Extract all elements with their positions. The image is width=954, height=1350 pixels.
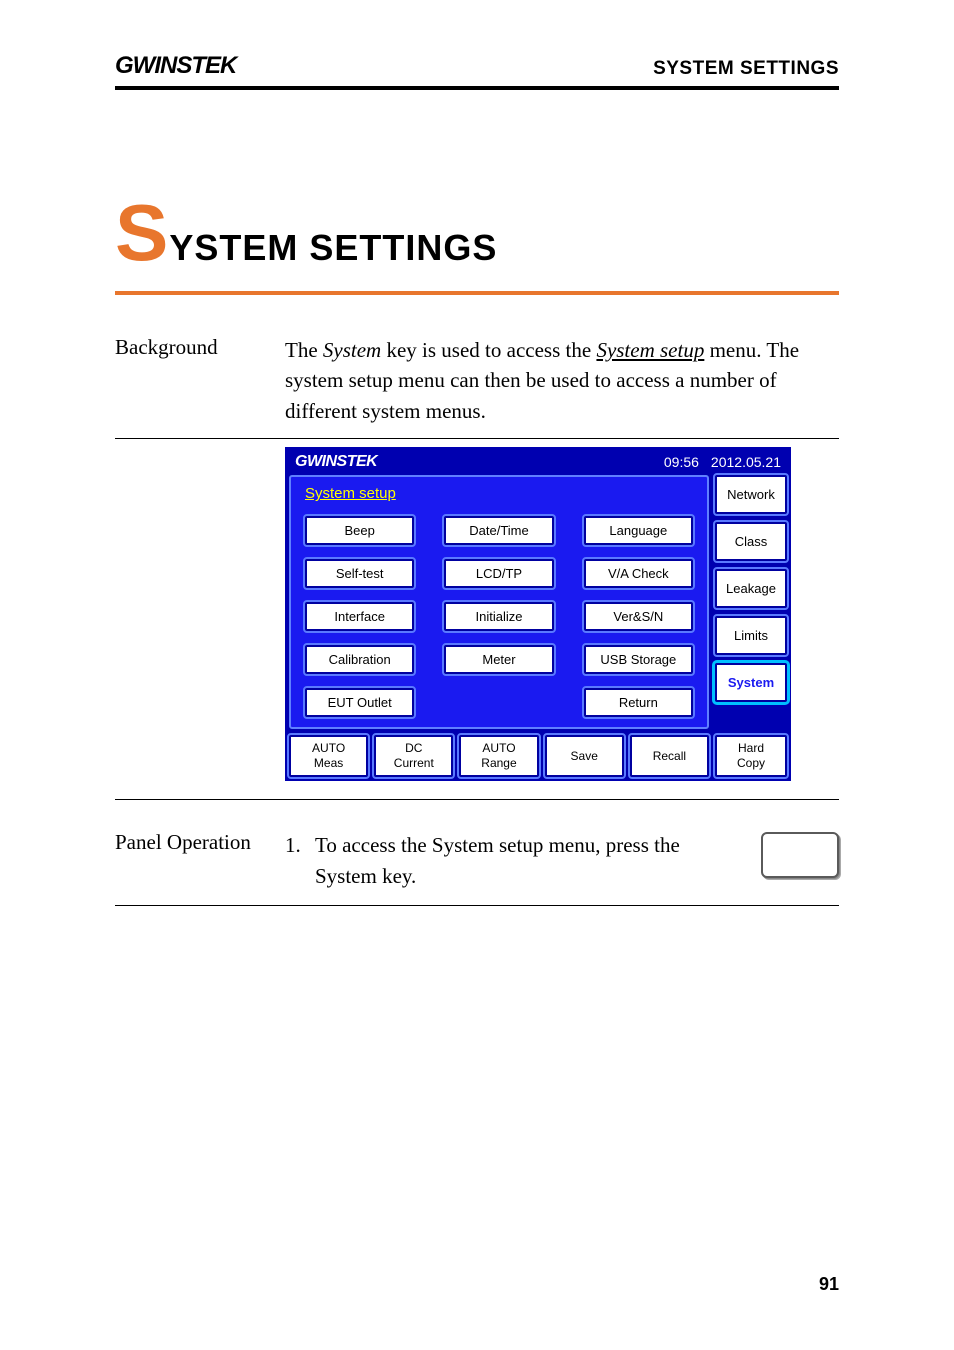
menu-button-meter[interactable]: Meter: [444, 645, 553, 674]
bottom-button-auto-range[interactable]: AUTORange: [459, 735, 538, 777]
side-button-network[interactable]: Network: [715, 475, 787, 514]
side-button-leakage[interactable]: Leakage: [715, 569, 787, 608]
bottom-button-auto-meas[interactable]: AUTOMeas: [289, 735, 368, 777]
side-panel: Network Class Leakage Limits System: [715, 475, 787, 729]
step-text: To access the System setup menu, press t…: [315, 830, 753, 891]
screen-date: 2012.05.21: [711, 454, 781, 470]
menu-button-date-time[interactable]: Date/Time: [444, 516, 553, 545]
menu-button-ver-s-n[interactable]: Ver&S/N: [584, 602, 693, 631]
side-button-class[interactable]: Class: [715, 522, 787, 561]
main-panel: System setup Beep Date/Time Language Self-t…: [289, 475, 709, 729]
menu-button-initialize[interactable]: Initialize: [444, 602, 553, 631]
menu-button-v-a-check[interactable]: V/A Check: [584, 559, 693, 588]
row-label-panel-operation: Panel Operation: [115, 830, 285, 855]
menu-button-return[interactable]: Return: [584, 688, 693, 717]
bottom-bar: AUTOMeasDCCurrentAUTORangeSaveRecall Har…: [289, 735, 787, 777]
side-button-system[interactable]: System: [715, 663, 787, 702]
bottom-button-recall[interactable]: Recall: [630, 735, 709, 777]
screen-top-bar: GWINSTEK 09:56 2012.05.21: [289, 451, 787, 475]
menu-button-calibration[interactable]: Calibration: [305, 645, 414, 674]
section-divider: [115, 438, 839, 439]
panel-title: System setup: [305, 485, 697, 502]
panel-operation-row: Panel Operation 1. To access the System …: [115, 830, 839, 891]
header-section-title: SYSTEM SETTINGS: [653, 58, 839, 80]
device-screenshot: GWINSTEK 09:56 2012.05.21 System setup B…: [285, 447, 839, 781]
bottom-button-dc-current[interactable]: DCCurrent: [374, 735, 453, 777]
side-button-limits[interactable]: Limits: [715, 616, 787, 655]
system-key-icon: [761, 832, 839, 878]
menu-button-language[interactable]: Language: [584, 516, 693, 545]
menu-button-grid: Beep Date/Time Language Self-test LCD/TP V/A …: [301, 516, 697, 717]
bottom-left-buttons: AUTOMeasDCCurrentAUTORangeSaveRecall: [289, 735, 709, 777]
device-screen: GWINSTEK 09:56 2012.05.21 System setup B…: [285, 447, 791, 781]
menu-button-usb-storage[interactable]: USB Storage: [584, 645, 693, 674]
screen-brand: GWINSTEK: [295, 453, 377, 471]
hard-copy-button[interactable]: Hard Copy: [715, 735, 787, 777]
screen-time: 09:56: [664, 454, 699, 470]
menu-button-interface[interactable]: Interface: [305, 602, 414, 631]
chapter-title: SYSTEM SETTINGS: [115, 205, 839, 295]
brand-logo: GWINSTEK: [115, 52, 236, 80]
background-row: Background The System key is used to acc…: [115, 335, 839, 426]
step-number: 1.: [285, 830, 307, 891]
menu-button-lcd-tp[interactable]: LCD/TP: [444, 559, 553, 588]
grid-spacer: [444, 688, 553, 717]
background-text: The System key is used to access the Sys…: [285, 335, 839, 426]
section-divider: [115, 799, 839, 800]
menu-button-beep[interactable]: Beep: [305, 516, 414, 545]
menu-button-self-test[interactable]: Self-test: [305, 559, 414, 588]
document-header: GWINSTEK SYSTEM SETTINGS: [115, 52, 839, 90]
menu-button-eut-outlet[interactable]: EUT Outlet: [305, 688, 414, 717]
bottom-button-save[interactable]: Save: [545, 735, 624, 777]
row-label-background: Background: [115, 335, 285, 426]
page-number: 91: [819, 1274, 839, 1295]
section-divider: [115, 905, 839, 906]
